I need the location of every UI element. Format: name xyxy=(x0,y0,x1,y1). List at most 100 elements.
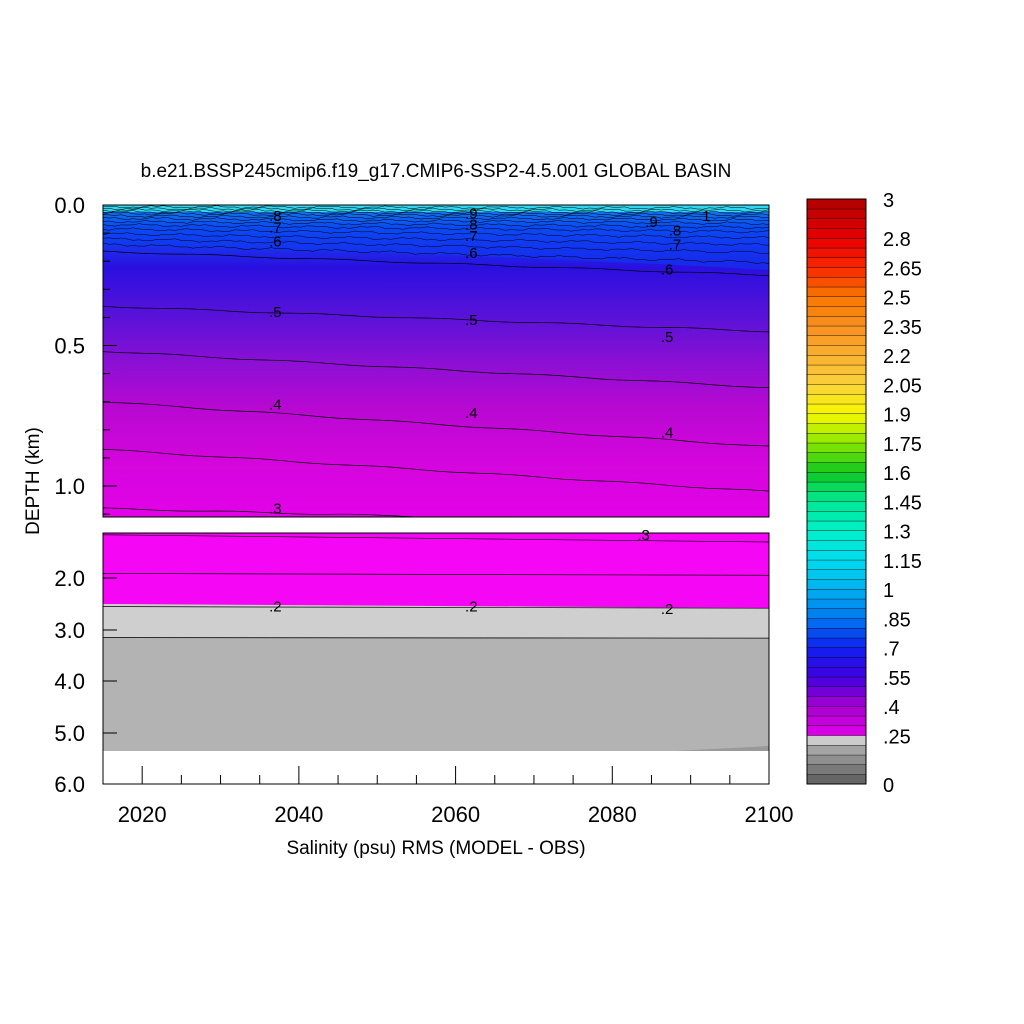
contour-label: .7 xyxy=(269,220,282,237)
contour-label: .2 xyxy=(661,601,674,618)
colorbar-box xyxy=(806,647,867,658)
colorbar-box xyxy=(806,520,867,532)
colorbar: 0 .25 .4 .55 .7 .85 1 1.15 1.3 1.45 1.6 1.75 1.9 2.05… xyxy=(806,190,922,797)
colorbar-box xyxy=(806,588,867,600)
contour-label: .9 xyxy=(465,205,478,222)
contour-line xyxy=(103,206,769,213)
colorbar-box xyxy=(806,666,867,678)
colorbar-tick-label: 1.9 xyxy=(883,405,911,427)
colorbar-box xyxy=(806,676,867,688)
contour-line xyxy=(103,220,769,229)
colorbar-box xyxy=(806,559,867,571)
colorbar-box xyxy=(806,218,867,229)
contour-line xyxy=(103,208,769,215)
contour-label: .6 xyxy=(465,245,478,262)
chart-title: b.e21.BSSP245cmip6.f19_g17.CMIP6-SSP2-4.… xyxy=(141,161,732,182)
colorbar-tick-label: 1.6 xyxy=(883,463,911,485)
contour-label: .8 xyxy=(669,222,682,239)
contour-label: .3 xyxy=(637,527,650,544)
colorbar-box xyxy=(806,286,867,298)
colorbar-tick-label: 1.75 xyxy=(883,434,922,456)
contour-line xyxy=(103,216,769,225)
colorbar-tick-label: 2.35 xyxy=(883,317,922,339)
colorbar-box xyxy=(806,715,867,727)
colorbar-box xyxy=(806,705,867,717)
contour-label: .2 xyxy=(269,599,282,616)
colorbar-tick-label: .25 xyxy=(883,726,911,748)
colorbar-box xyxy=(806,247,867,259)
colorbar-box xyxy=(806,335,867,346)
y-axis-label: DEPTH (km) xyxy=(23,427,44,535)
colorbar-box xyxy=(806,296,867,307)
colorbar-tick-label: 2.8 xyxy=(883,229,911,251)
colorbar-box xyxy=(806,315,867,327)
y-tick-label: 6.0 xyxy=(54,772,85,797)
colorbar-box xyxy=(806,432,867,444)
contour-label: .7 xyxy=(465,228,478,245)
colorbar-box xyxy=(806,325,867,337)
colorbar-box xyxy=(806,452,867,463)
contour-line xyxy=(103,401,769,447)
contour-line xyxy=(103,534,769,543)
colorbar-box xyxy=(806,413,867,424)
x-tick-label: 2080 xyxy=(588,802,637,827)
contour-line xyxy=(103,214,769,222)
colorbar-tick-label: 2.2 xyxy=(883,346,911,368)
y-tick-label: 3.0 xyxy=(54,618,85,643)
contour-label: .2 xyxy=(465,599,478,616)
lower-panel-fill xyxy=(103,533,769,784)
colorbar-box xyxy=(806,637,867,649)
contour-line xyxy=(103,237,769,254)
x-axis-label: Salinity (psu) RMS (MODEL - OBS) xyxy=(286,838,585,859)
contour-label: .8 xyxy=(269,208,282,225)
x-tick-label: 2100 xyxy=(745,802,794,827)
contour-line xyxy=(103,227,769,239)
contour-line xyxy=(103,449,769,492)
contour-line xyxy=(103,232,769,246)
lower-deep-patch xyxy=(675,746,769,751)
contour-label: .6 xyxy=(661,262,674,279)
contour-label: .4 xyxy=(465,405,478,422)
colorbar-box xyxy=(806,208,867,220)
contour-label: .6 xyxy=(269,234,282,251)
contour-label: .7 xyxy=(669,236,682,253)
colorbar-box xyxy=(806,657,867,668)
upper-panel-fill xyxy=(103,205,769,517)
y-tick-label: 1.0 xyxy=(54,474,85,499)
colorbar-box xyxy=(806,540,867,551)
colorbar-box xyxy=(806,744,867,756)
colorbar-box xyxy=(806,627,867,639)
lower-magenta xyxy=(103,533,769,608)
colorbar-box xyxy=(806,774,867,785)
colorbar-tick-label: 2.65 xyxy=(883,258,922,280)
contour-line xyxy=(103,205,769,210)
colorbar-box xyxy=(806,471,867,483)
colorbar-box xyxy=(806,481,867,493)
colorbar-box xyxy=(806,393,867,405)
colorbar-tick-label: 0 xyxy=(883,775,894,797)
colorbar-box xyxy=(806,608,867,619)
colorbar-box xyxy=(806,198,867,210)
contour-label: .3 xyxy=(269,501,282,518)
contour-label: .4 xyxy=(269,397,282,414)
colorbar-tick-label: 1.45 xyxy=(883,492,922,514)
colorbar-tick-label: 3 xyxy=(883,190,894,212)
colorbar-box xyxy=(806,345,867,356)
colorbar-box xyxy=(806,462,867,473)
contour-line xyxy=(103,606,769,609)
colorbar-box xyxy=(806,754,867,766)
colorbar-box xyxy=(806,491,867,502)
colorbar-box xyxy=(806,569,867,580)
colorbar-box xyxy=(806,579,867,590)
colorbar-tick-label: .7 xyxy=(883,639,900,661)
y-tick-label: 4.0 xyxy=(54,669,85,694)
contour-line xyxy=(103,212,769,219)
colorbar-box xyxy=(806,764,867,775)
colorbar-box xyxy=(806,423,867,434)
colorbar-tick-label: 2.05 xyxy=(883,375,922,397)
contour-label: .8 xyxy=(465,217,478,234)
contour-label: .5 xyxy=(661,329,674,346)
x-tick-label: 2060 xyxy=(431,802,480,827)
colorbar-frame xyxy=(806,198,867,785)
